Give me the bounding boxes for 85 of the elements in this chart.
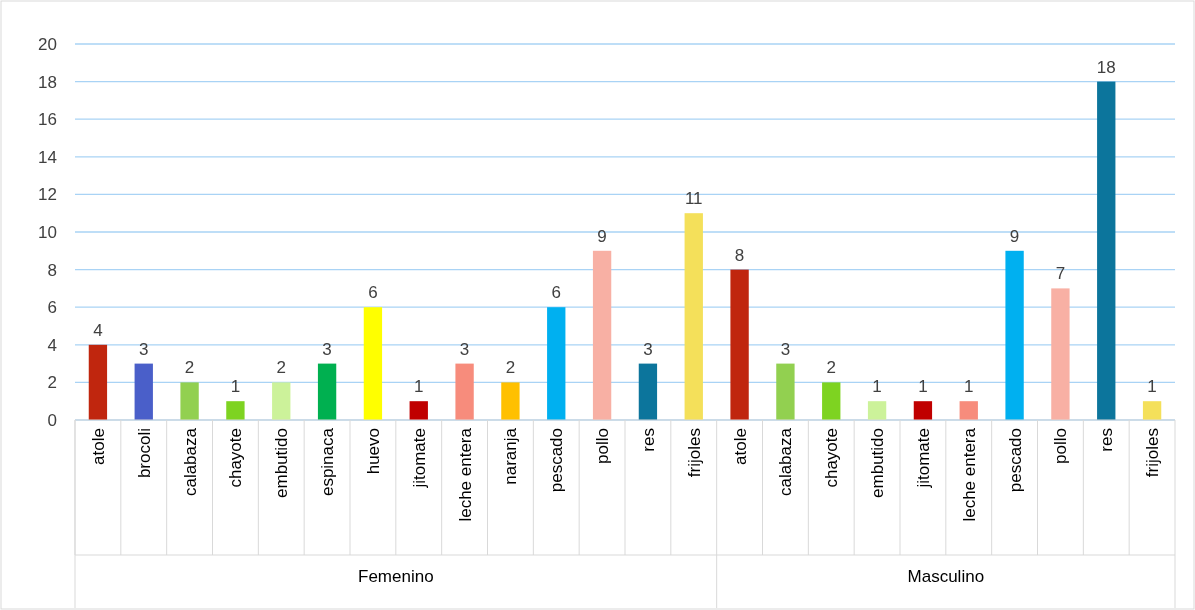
y-tick-label: 16	[38, 110, 57, 130]
x-tick-label: embutido	[272, 428, 292, 498]
data-label: 7	[1055, 264, 1066, 284]
x-tick-label: leche entera	[959, 427, 979, 522]
data-label: 2	[826, 358, 836, 378]
data-label: 3	[459, 339, 470, 359]
data-label: 2	[276, 358, 286, 378]
y-tick-label: 2	[47, 373, 57, 393]
y-tick-label: 14	[38, 147, 57, 167]
y-tick-label: 4	[47, 335, 57, 355]
x-tick-label: leche entera	[455, 427, 475, 522]
y-tick-label: 12	[38, 185, 57, 205]
data-label: 1	[1147, 377, 1157, 397]
x-tick-label: naranja	[501, 427, 521, 485]
bar	[684, 213, 703, 420]
x-tick-label: jitomate	[409, 428, 429, 489]
data-label: 8	[734, 245, 745, 265]
y-tick-label: 10	[38, 222, 57, 242]
bar	[409, 401, 428, 420]
x-tick-label: calabaza	[776, 427, 796, 497]
y-tick-label: 8	[47, 260, 57, 280]
data-label: 1	[918, 377, 928, 397]
text: Femenino	[358, 567, 434, 586]
data-label: 3	[139, 339, 149, 359]
x-tick-label: pollo	[1051, 428, 1071, 464]
data-label: 1	[414, 377, 424, 397]
bar	[1051, 288, 1070, 420]
bar	[822, 382, 841, 420]
data-label: 1	[230, 377, 241, 397]
bar	[180, 382, 199, 420]
bar	[88, 344, 108, 420]
x-tick-label: calabaza	[180, 427, 200, 497]
data-label: 6	[368, 283, 378, 303]
bar	[1142, 401, 1162, 420]
x-tick-label: frijoles	[684, 428, 704, 478]
bar	[272, 382, 291, 420]
x-tick-label: pollo	[593, 428, 613, 464]
data-label: 4	[93, 320, 103, 340]
data-label: 1	[964, 377, 974, 397]
bar	[638, 363, 658, 420]
x-tick-label: jitomate	[913, 428, 933, 489]
x-tick-label: frijoles	[1143, 428, 1163, 478]
x-tick-label: atole	[88, 428, 108, 465]
bar	[1097, 81, 1116, 420]
x-tick-label: res	[1097, 428, 1117, 452]
x-tick-label: espinaca	[318, 427, 338, 497]
data-label: 11	[684, 189, 703, 209]
bar	[501, 382, 520, 420]
text: Masculino	[907, 567, 985, 586]
data-label: 1	[872, 377, 882, 397]
data-label: 3	[780, 339, 791, 359]
data-label: 2	[184, 358, 195, 378]
data-label: 2	[505, 358, 516, 378]
bar	[730, 269, 749, 420]
bar	[134, 363, 153, 420]
bar	[455, 363, 474, 420]
bar	[1005, 250, 1024, 420]
x-tick-label: huevo	[363, 428, 383, 475]
y-tick-label: 6	[47, 298, 57, 318]
x-tick-label: chayote	[822, 428, 842, 488]
data-label: 9	[597, 226, 607, 246]
y-tick-label: 20	[38, 34, 57, 54]
bar	[363, 307, 383, 420]
x-tick-label: pescado	[547, 428, 567, 493]
x-tick-label: pescado	[1005, 428, 1025, 493]
bar	[867, 401, 887, 420]
bar	[226, 401, 245, 420]
bar	[547, 307, 566, 420]
bar	[959, 401, 978, 420]
data-label: 18	[1096, 57, 1116, 77]
data-label: 3	[643, 339, 653, 359]
bar	[592, 250, 612, 420]
bar	[913, 401, 933, 420]
data-label: 6	[551, 283, 561, 303]
x-tick-label: embutido	[868, 428, 888, 498]
x-tick-label: res	[638, 428, 658, 452]
y-tick-label: 0	[47, 410, 57, 430]
x-tick-label: brocoli	[134, 428, 154, 479]
y-tick-label: 18	[38, 72, 57, 92]
data-label: 9	[1009, 226, 1020, 246]
bar	[317, 363, 337, 420]
x-tick-label: chayote	[226, 428, 246, 488]
bar	[776, 363, 795, 420]
data-label: 3	[322, 339, 332, 359]
x-tick-label: atole	[730, 428, 750, 465]
